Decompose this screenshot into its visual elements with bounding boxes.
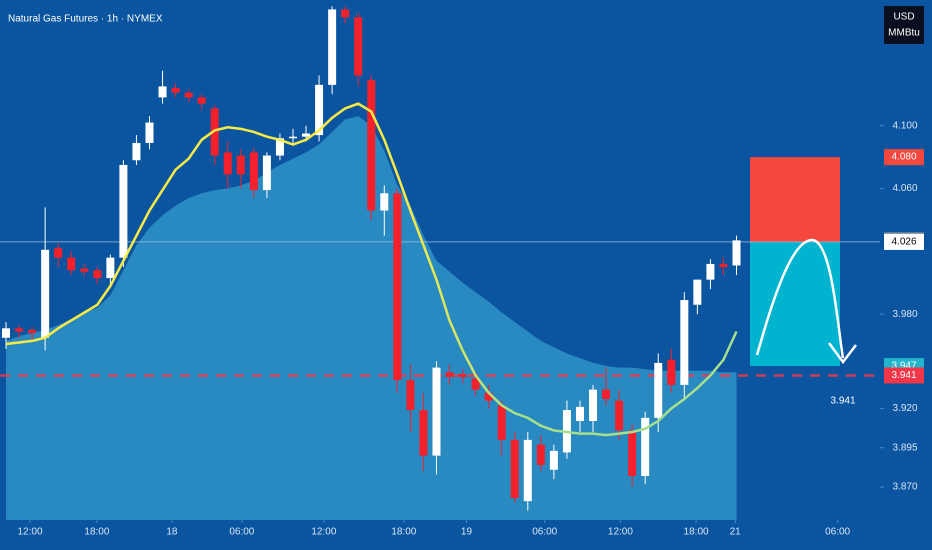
- candle-body: [41, 249, 50, 338]
- annotation: 3.941: [830, 396, 855, 407]
- candle-body: [119, 164, 128, 258]
- candle-body: [589, 389, 598, 422]
- x-tick-label: 18:00: [684, 527, 709, 538]
- candle-body: [575, 406, 584, 422]
- candle-body: [354, 17, 363, 76]
- candle-body: [393, 193, 402, 381]
- x-tick-label: 21: [730, 527, 742, 538]
- unit-box: [884, 6, 924, 44]
- price-label: 4.026: [891, 237, 916, 248]
- x-tick-label: 06:00: [532, 527, 557, 538]
- candle-body: [28, 329, 37, 334]
- candle-body: [315, 84, 324, 136]
- candle-body: [210, 108, 219, 156]
- candle-body: [197, 97, 206, 104]
- ma-line: [5, 102, 738, 437]
- candle-body: [484, 392, 493, 401]
- x-tick-label: 18: [166, 527, 178, 538]
- candle-body: [67, 257, 76, 271]
- candle-body: [732, 240, 741, 266]
- candle-body: [80, 268, 89, 272]
- candle-body: [523, 439, 532, 502]
- price-label-box: [884, 149, 924, 166]
- y-tick-label: 3.920: [892, 403, 917, 414]
- candle-body: [275, 138, 284, 156]
- candle-body: [615, 400, 624, 431]
- chart-title: Natural Gas Futures · 1h · NYMEX: [8, 14, 163, 25]
- y-tick-label: 3.980: [892, 309, 917, 320]
- candle-body: [497, 405, 506, 440]
- x-tick-label: 12:00: [311, 527, 336, 538]
- candle-body: [432, 367, 441, 456]
- candle-body: [328, 9, 337, 85]
- ma-area: [6, 116, 737, 520]
- arrow-head: [827, 342, 857, 365]
- stop-zone: [750, 157, 840, 242]
- y-tick-label: 4.100: [892, 120, 917, 131]
- x-tick-label: 12:00: [608, 527, 633, 538]
- candle-body: [158, 86, 167, 98]
- candle-body: [249, 152, 258, 191]
- candle-body: [54, 248, 63, 258]
- candle-body: [262, 155, 271, 191]
- candle-body: [367, 80, 376, 211]
- candle-body: [693, 279, 702, 305]
- candle-body: [667, 359, 676, 385]
- candle-body: [236, 155, 245, 175]
- unit: MMBtu: [888, 28, 920, 39]
- target-zone: [750, 241, 840, 367]
- candle-body: [719, 263, 728, 268]
- candle-body: [641, 417, 650, 477]
- candle-body: [549, 450, 558, 470]
- candle-body: [302, 133, 311, 137]
- candle-body: [471, 378, 480, 390]
- x-tick-label: 19: [461, 527, 473, 538]
- candle-body: [654, 362, 663, 418]
- price-label: 4.080: [891, 152, 916, 163]
- price-label-box: [884, 233, 924, 250]
- y-tick-label: 3.895: [892, 442, 917, 453]
- x-tick-label: 06:00: [229, 527, 254, 538]
- y-tick-label: 4.060: [892, 183, 917, 194]
- candle-body: [341, 9, 350, 18]
- candle-body: [680, 300, 689, 385]
- currency: USD: [893, 12, 914, 23]
- x-tick-label: 18:00: [391, 527, 416, 538]
- x-tick-label: 12:00: [17, 527, 42, 538]
- price-label: 3.941: [891, 370, 916, 381]
- price-label: 3.947: [891, 361, 916, 372]
- candle-body: [380, 193, 389, 211]
- line-layer: [5, 102, 738, 437]
- label-layer: 4.100 4.060 3.980 3.920 3.895 3.870 12:00 18:00…: [17, 120, 924, 538]
- candle-body: [145, 122, 154, 143]
- drawn-arrow: [755, 238, 845, 359]
- area-layer: [6, 116, 737, 520]
- candle-body: [132, 142, 141, 161]
- candle-body: [706, 263, 715, 280]
- candle-body: [171, 87, 180, 93]
- candle-body: [406, 380, 415, 411]
- x-tick-label: 18:00: [84, 527, 109, 538]
- candle-body: [510, 439, 519, 499]
- candle-body: [288, 136, 297, 139]
- y-tick-label: 3.870: [892, 482, 917, 493]
- candle-body: [223, 152, 232, 175]
- x-tick-label: 06:00: [825, 527, 850, 538]
- candle-body: [628, 430, 637, 477]
- price-label-box: [884, 367, 924, 384]
- candle-body: [106, 257, 115, 279]
- candle-body: [93, 270, 102, 279]
- candle-body: [419, 410, 428, 456]
- candle-layer: [2, 6, 741, 511]
- candle-body: [536, 444, 545, 466]
- candle-body: [184, 92, 193, 98]
- candle-body: [458, 373, 467, 378]
- candle-body: [2, 328, 11, 338]
- candle-body: [15, 328, 24, 332]
- candle-body: [445, 372, 454, 378]
- candle-body: [602, 389, 611, 400]
